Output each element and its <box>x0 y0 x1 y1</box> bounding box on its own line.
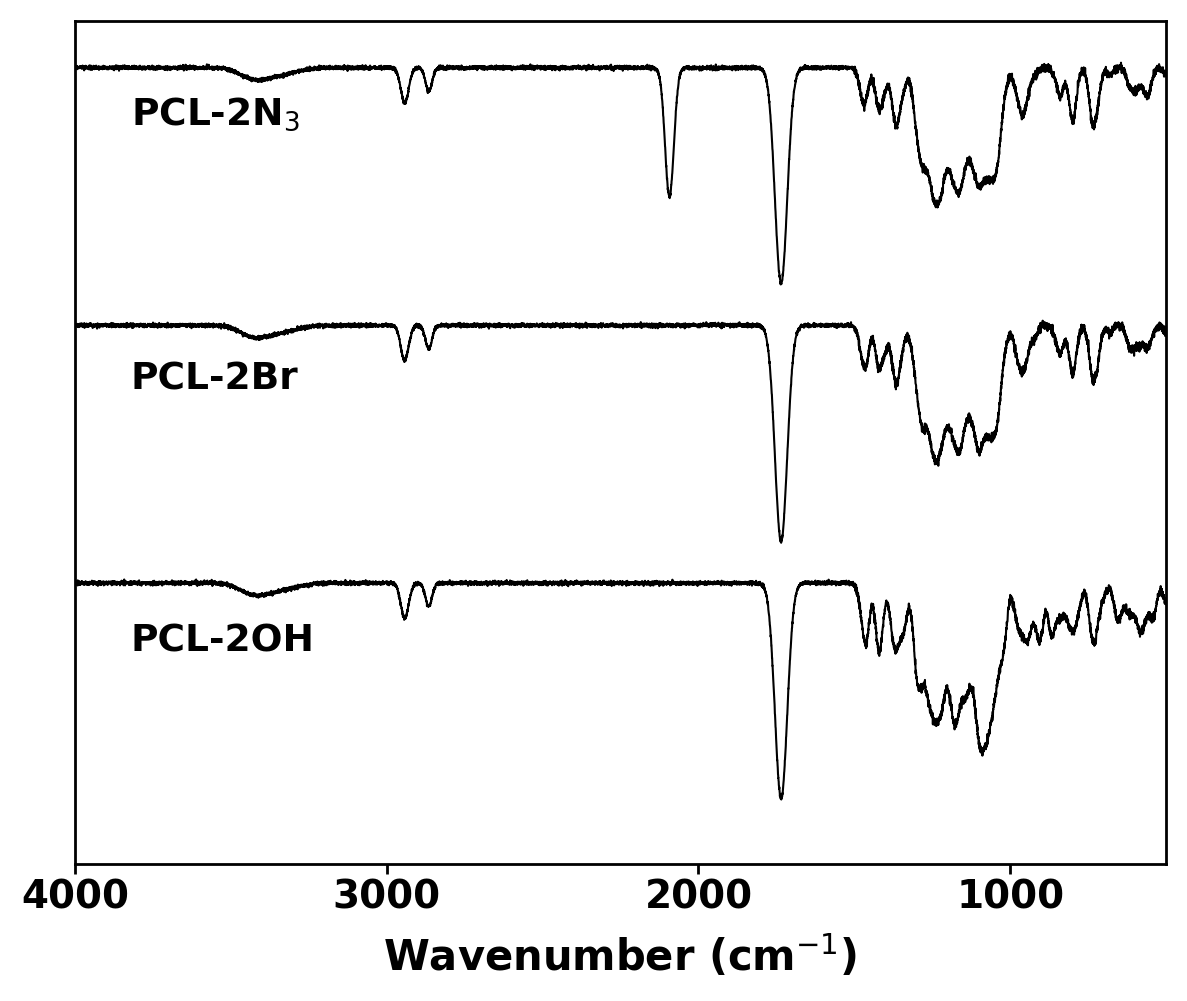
X-axis label: Wavenumber (cm$^{-1}$): Wavenumber (cm$^{-1}$) <box>383 933 857 980</box>
Text: PCL-2OH: PCL-2OH <box>131 624 315 660</box>
Text: PCL-2N$_3$: PCL-2N$_3$ <box>131 96 300 133</box>
Text: PCL-2Br: PCL-2Br <box>131 361 299 397</box>
